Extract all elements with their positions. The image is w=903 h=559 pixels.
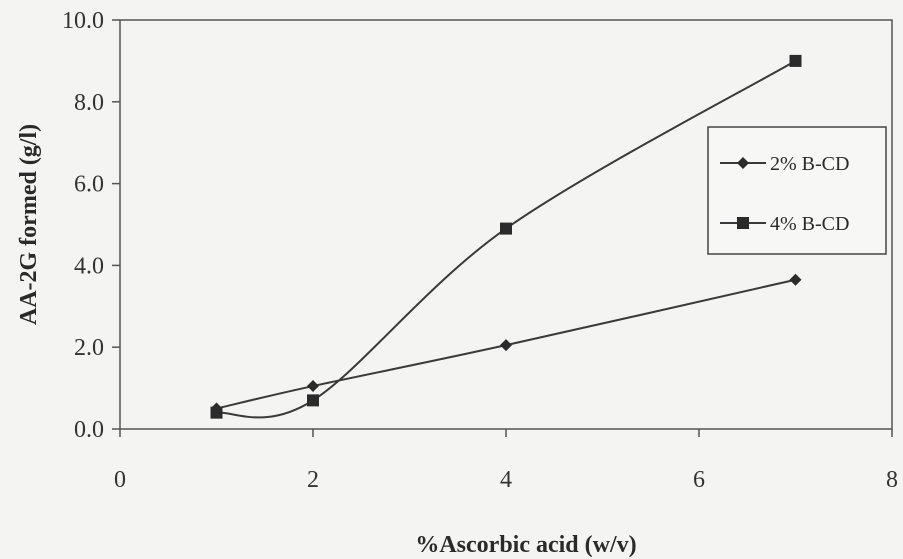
y-tick-label: 6.0 (74, 172, 104, 198)
x-axis-title: %Ascorbic acid (w/v) (415, 532, 636, 558)
x-tick-label: 0 (114, 467, 126, 493)
diamond-marker (500, 339, 512, 352)
legend-diamond-marker (737, 157, 749, 169)
legend: 2% B-CD 4% B-CD (707, 126, 887, 255)
legend-label: 2% B-CD (770, 153, 849, 175)
y-tick-label: 2.0 (74, 335, 104, 361)
square-marker (789, 54, 802, 67)
x-tick-label: 4 (500, 467, 512, 493)
series-layer (210, 54, 802, 419)
ticks: 0.0 2.0 4.0 6.0 8.0 10.0 0 2 4 6 8 (62, 8, 898, 493)
legend-item: 2% B-CD (720, 153, 849, 175)
y-axis-title: AA-2G formed (g/l) (16, 124, 42, 325)
series-1 (210, 273, 802, 415)
series-line (216, 60, 797, 419)
x-tick-label: 8 (886, 467, 898, 493)
diamond-marker (789, 273, 802, 286)
x-tick-label: 2 (307, 467, 319, 493)
diamond-marker (307, 380, 319, 393)
series-line (216, 278, 796, 410)
legend-box (707, 126, 887, 255)
x-tick-label: 6 (693, 467, 705, 493)
legend-item: 4% B-CD (720, 213, 849, 235)
y-tick-label: 0.0 (74, 417, 104, 443)
legend-square-marker (737, 217, 749, 229)
y-tick-label: 8.0 (74, 90, 104, 116)
square-marker (500, 222, 512, 235)
legend-label: 4% B-CD (770, 213, 849, 235)
y-tick-label: 4.0 (74, 253, 104, 279)
square-marker (210, 406, 223, 419)
square-marker (307, 394, 319, 407)
series-2 (210, 54, 802, 419)
y-tick-label: 10.0 (62, 8, 104, 34)
